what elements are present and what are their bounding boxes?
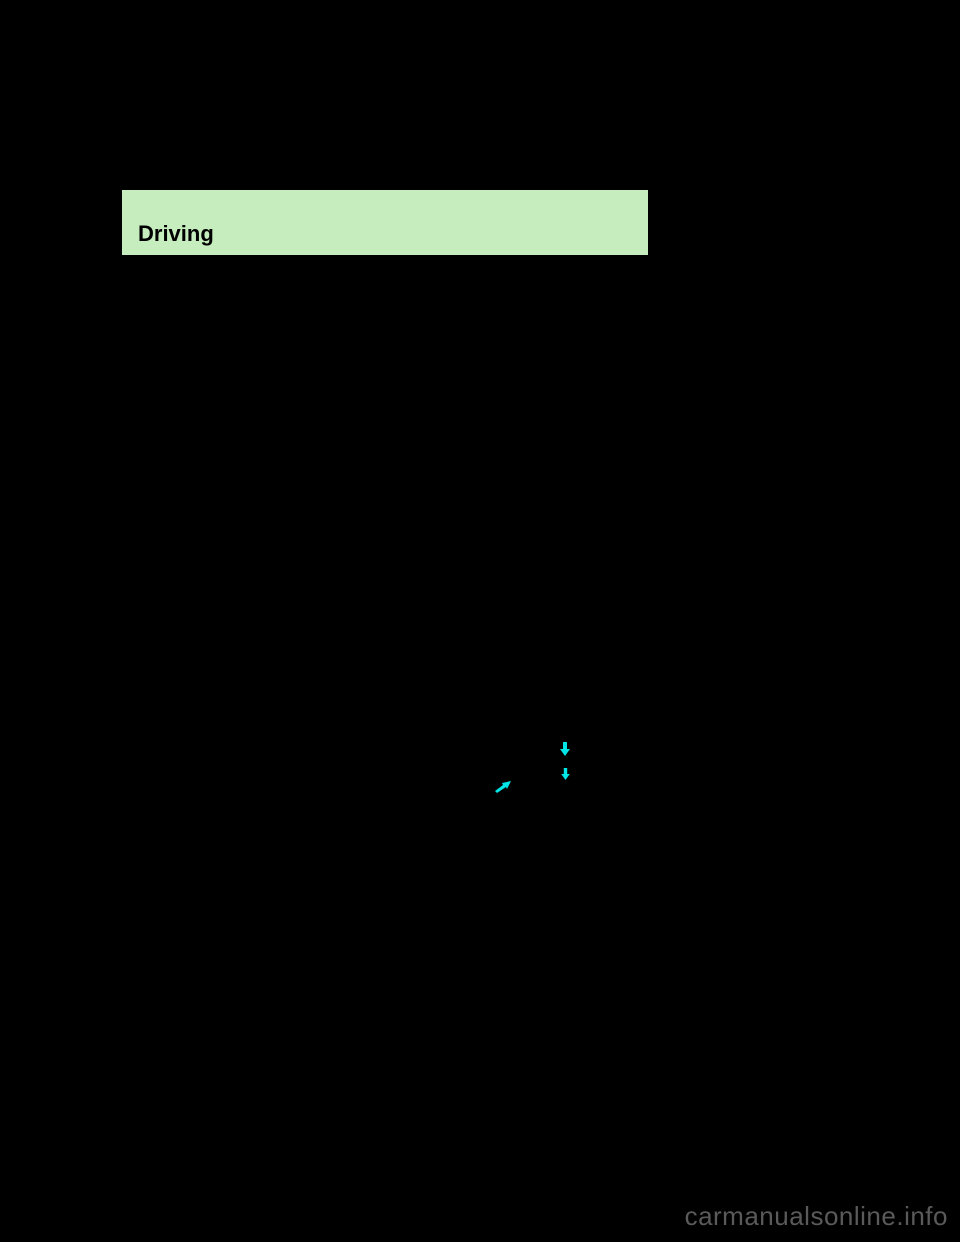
arrow-down-1 (560, 742, 570, 756)
arrow-diagonal (495, 780, 509, 794)
section-title: Driving (138, 221, 214, 247)
arrow-diagonal-icon (495, 780, 509, 794)
watermark-text: carmanualsonline.info (685, 1201, 948, 1232)
arrow-down-2 (561, 768, 571, 782)
section-header: Driving (122, 190, 648, 255)
arrow-down-icon (560, 742, 570, 756)
arrow-down-icon (561, 768, 571, 782)
